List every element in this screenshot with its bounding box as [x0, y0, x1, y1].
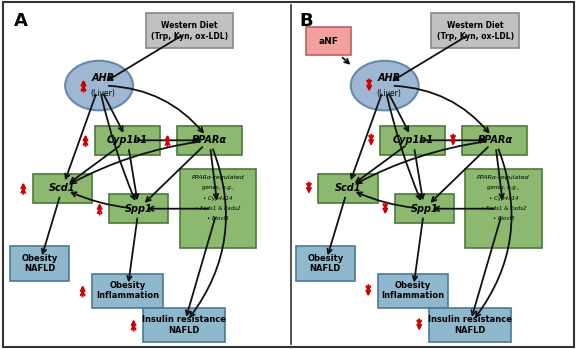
FancyBboxPatch shape — [10, 246, 69, 281]
FancyBboxPatch shape — [92, 274, 163, 308]
FancyBboxPatch shape — [109, 194, 168, 223]
Text: • Cyp4a14: • Cyp4a14 — [489, 196, 518, 201]
FancyBboxPatch shape — [179, 169, 256, 248]
Text: (Liver): (Liver) — [376, 89, 402, 98]
Text: Scd1: Scd1 — [335, 183, 361, 193]
FancyBboxPatch shape — [429, 308, 511, 342]
FancyBboxPatch shape — [462, 126, 527, 155]
FancyBboxPatch shape — [432, 13, 519, 48]
Text: B: B — [300, 12, 313, 30]
Text: AHR: AHR — [377, 73, 400, 83]
Text: aNF: aNF — [318, 37, 338, 46]
FancyBboxPatch shape — [95, 126, 160, 155]
Text: Obesity
NAFLD: Obesity NAFLD — [21, 254, 58, 273]
Text: • Fads1 & Fads2: • Fads1 & Fads2 — [195, 206, 241, 211]
FancyBboxPatch shape — [380, 126, 445, 155]
FancyBboxPatch shape — [306, 27, 351, 55]
FancyBboxPatch shape — [395, 194, 454, 223]
Text: (Liver): (Liver) — [91, 89, 116, 98]
Ellipse shape — [351, 61, 418, 110]
Text: • Elovl5: • Elovl5 — [493, 216, 514, 221]
Text: • Fads1 & Fads2: • Fads1 & Fads2 — [481, 206, 526, 211]
Text: AHR: AHR — [92, 73, 115, 83]
FancyBboxPatch shape — [177, 126, 242, 155]
Text: Spp1: Spp1 — [410, 204, 438, 214]
Text: Western Diet
(Trp, Kyn, ox-LDL): Western Diet (Trp, Kyn, ox-LDL) — [151, 21, 228, 40]
Text: Insulin resistance
NAFLD: Insulin resistance NAFLD — [428, 315, 511, 335]
Text: Obesity
Inflammation: Obesity Inflammation — [381, 281, 444, 300]
Text: • Cyp4a14: • Cyp4a14 — [203, 196, 233, 201]
FancyBboxPatch shape — [3, 2, 574, 347]
Text: • Elovl5: • Elovl5 — [207, 216, 228, 221]
FancyBboxPatch shape — [143, 308, 225, 342]
FancyBboxPatch shape — [465, 169, 542, 248]
FancyBboxPatch shape — [319, 174, 377, 203]
Text: PPARα-regulated: PPARα-regulated — [192, 175, 244, 180]
FancyBboxPatch shape — [377, 274, 448, 308]
Text: Insulin resistance
NAFLD: Insulin resistance NAFLD — [142, 315, 226, 335]
Text: genes, e.g.,: genes, e.g., — [488, 185, 519, 191]
Ellipse shape — [65, 61, 133, 110]
Text: PPARα-regulated: PPARα-regulated — [477, 175, 530, 180]
Text: PPARα: PPARα — [192, 135, 227, 145]
FancyBboxPatch shape — [146, 13, 233, 48]
Text: Spp1: Spp1 — [125, 204, 152, 214]
Text: A: A — [14, 12, 28, 30]
Text: Cyp1b1: Cyp1b1 — [107, 135, 148, 145]
Text: Obesity
NAFLD: Obesity NAFLD — [307, 254, 343, 273]
FancyBboxPatch shape — [33, 174, 92, 203]
Text: Obesity
Inflammation: Obesity Inflammation — [96, 281, 159, 300]
Text: genes, e.g.,: genes, e.g., — [202, 185, 234, 191]
Text: PPARα: PPARα — [477, 135, 512, 145]
FancyBboxPatch shape — [295, 246, 355, 281]
Text: Western Diet
(Trp, Kyn, ox-LDL): Western Diet (Trp, Kyn, ox-LDL) — [437, 21, 514, 40]
Text: Cyp1b1: Cyp1b1 — [392, 135, 433, 145]
Text: Scd1: Scd1 — [49, 183, 76, 193]
